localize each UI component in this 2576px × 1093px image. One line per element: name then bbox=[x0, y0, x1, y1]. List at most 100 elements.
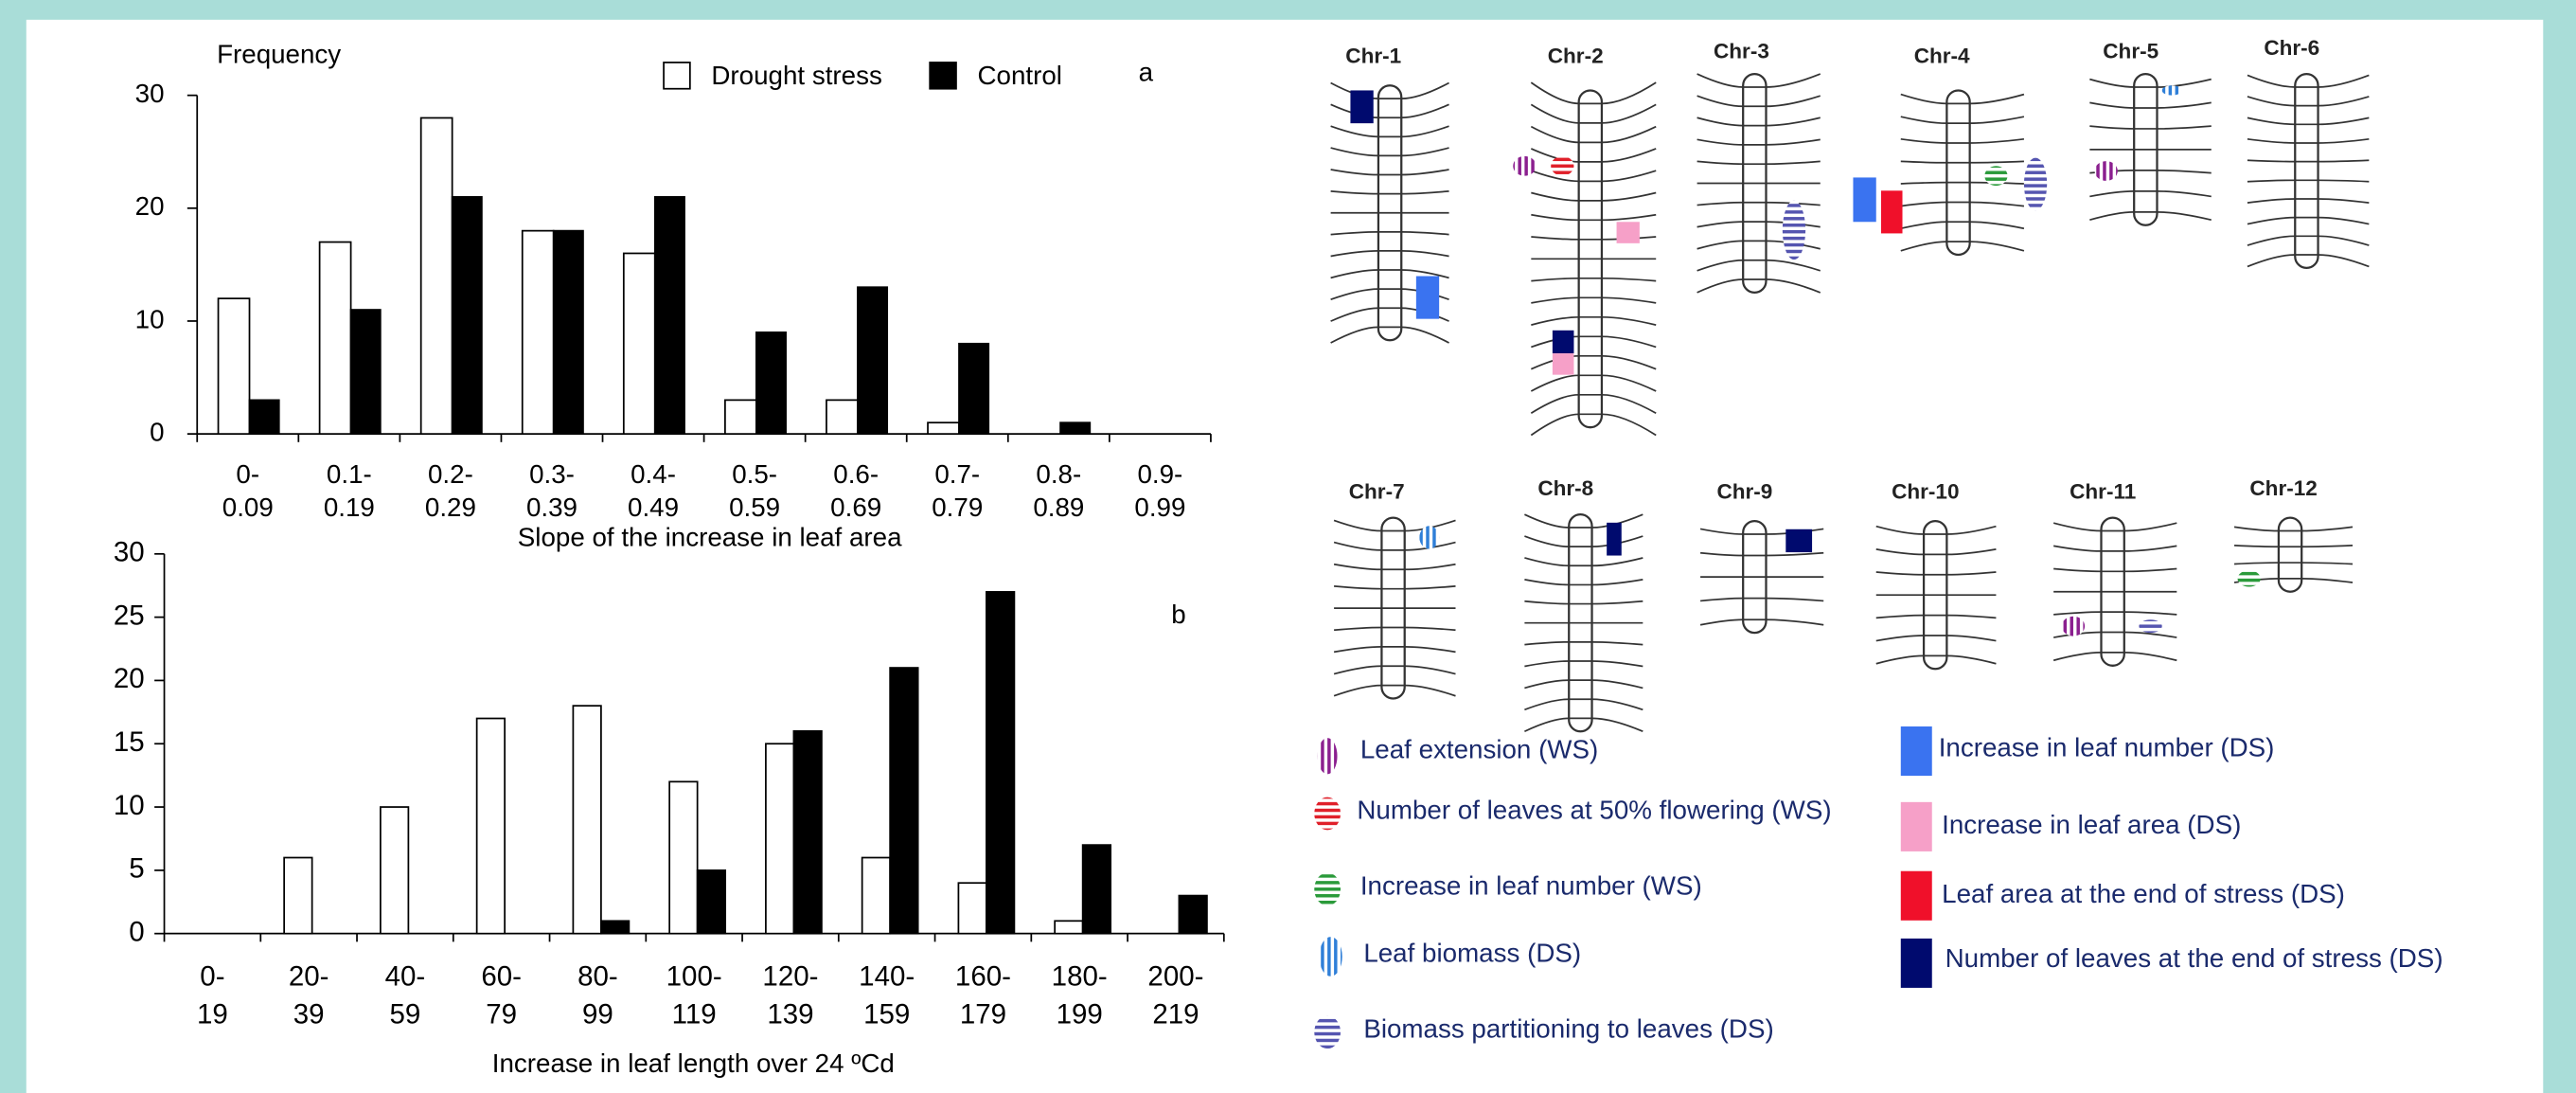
bar bbox=[217, 297, 251, 435]
chromosome-band bbox=[1524, 679, 1643, 690]
bar bbox=[248, 399, 280, 435]
chromosome bbox=[1577, 89, 1604, 429]
chromosome-band bbox=[1530, 393, 1657, 414]
chromosome-band bbox=[1900, 221, 2025, 230]
legend-label: Leaf extension (WS) bbox=[1360, 734, 1598, 763]
y-tick-label: 20 bbox=[114, 663, 145, 694]
bar bbox=[1054, 920, 1084, 935]
y-tick-label: 30 bbox=[114, 537, 145, 568]
legend-label: Drought stress bbox=[711, 61, 881, 90]
chromosome-band bbox=[1330, 125, 1449, 138]
bar bbox=[1059, 421, 1092, 435]
annotation: b bbox=[1171, 600, 1185, 629]
chromosome-band bbox=[1524, 600, 1643, 605]
chromosome-band bbox=[2247, 216, 2370, 225]
chromosome-band bbox=[2053, 567, 2177, 573]
bar bbox=[724, 399, 757, 435]
bar bbox=[318, 241, 352, 435]
legend-label: Increase in leaf number (DS) bbox=[1939, 733, 2275, 762]
qtl-marker bbox=[2237, 570, 2261, 587]
qtl-marker bbox=[1552, 353, 1574, 375]
x-tick-label: 160-179 bbox=[955, 960, 1011, 1030]
y-tick-label: 15 bbox=[114, 726, 145, 758]
qtl-marker bbox=[2061, 616, 2086, 636]
chromosome-band bbox=[1334, 626, 1456, 632]
chromosome-band bbox=[2247, 159, 2370, 163]
legend-label: Control bbox=[978, 61, 1062, 90]
legend-swatch bbox=[663, 62, 691, 90]
bar bbox=[861, 856, 892, 935]
bar bbox=[957, 882, 987, 935]
chromosome-label: Chr-6 bbox=[2264, 36, 2319, 60]
chromosome-band bbox=[2247, 137, 2370, 144]
qtl-marker bbox=[1900, 726, 1932, 777]
chromosome-label: Chr-9 bbox=[1716, 480, 1772, 504]
chromosome-band bbox=[1875, 571, 1997, 576]
chromosome-label: Chr-5 bbox=[2103, 39, 2159, 63]
chromosome-band bbox=[1699, 597, 1824, 602]
qtl-marker bbox=[1317, 738, 1338, 775]
chromosome bbox=[1922, 519, 1948, 671]
chromosome-label: Chr-4 bbox=[1914, 45, 1970, 68]
x-tick-label: 40-59 bbox=[385, 960, 426, 1030]
chromosome-band bbox=[2247, 235, 2370, 246]
chromosome-band bbox=[1697, 278, 1821, 294]
chromosome-band bbox=[1333, 519, 1456, 532]
bar bbox=[283, 856, 313, 935]
y-tick-label: 10 bbox=[114, 790, 145, 821]
legend-label: Number of leaves at 50% flowering (WS) bbox=[1357, 796, 1831, 825]
chromosome bbox=[2277, 516, 2303, 593]
chromosome bbox=[2133, 72, 2159, 226]
chromosome-band bbox=[2052, 522, 2177, 532]
chromosome-band bbox=[1330, 169, 1449, 176]
chromosome-band bbox=[1875, 547, 1997, 556]
chromosome-band bbox=[2247, 254, 2370, 268]
chromosome-band bbox=[2089, 101, 2212, 109]
x-axis-label: Increase in leaf length over 24 ºCd bbox=[492, 1048, 895, 1078]
x-tick-label: 0.5-0.59 bbox=[729, 460, 780, 523]
chromosome-band bbox=[1531, 213, 1657, 222]
chromosome-band bbox=[2247, 179, 2370, 183]
chromosome-band bbox=[2089, 190, 2212, 198]
chromosome-band bbox=[1333, 541, 1456, 551]
x-tick-label: 180-199 bbox=[1052, 960, 1108, 1030]
chromosome-band bbox=[2089, 78, 2212, 88]
x-tick-label: 100-119 bbox=[666, 960, 722, 1030]
chromosome-band bbox=[2247, 116, 2370, 126]
chromosome-band bbox=[2089, 210, 2212, 222]
bar bbox=[826, 399, 859, 435]
qtl-marker bbox=[1607, 522, 1622, 556]
chromosome-band bbox=[1900, 181, 2024, 185]
chromosome-diagram: Chr-1 Chr-2 Chr-3 Chr-4 Chr-5 Chr-6 Chr-7 Chr-8… bbox=[1314, 36, 2443, 1049]
chromosome-band bbox=[1330, 326, 1449, 344]
chromosome-band bbox=[1530, 81, 1657, 105]
qtl-marker bbox=[1782, 200, 1806, 260]
qtl-marker bbox=[1900, 870, 1932, 921]
bar bbox=[958, 342, 990, 435]
chromosome-band bbox=[2247, 96, 2370, 107]
x-tick-label: 0.4-0.49 bbox=[628, 460, 679, 523]
chromosome-band bbox=[1330, 81, 1449, 99]
x-tick-label: 0.6-0.69 bbox=[830, 460, 881, 523]
chromosome-band bbox=[1531, 191, 1657, 202]
qtl-marker bbox=[1853, 177, 1876, 223]
qtl-marker bbox=[1415, 276, 1440, 319]
chromosome-band bbox=[1697, 95, 1821, 108]
chromosome-band bbox=[1330, 103, 1449, 119]
chromosome-band bbox=[1334, 585, 1456, 590]
chromosome-band bbox=[1530, 374, 1657, 392]
legend-label: Leaf area at the end of stress (DS) bbox=[1942, 879, 2345, 908]
bar bbox=[765, 743, 795, 935]
chromosome-band bbox=[1900, 241, 2025, 252]
chromosome-band bbox=[1697, 73, 1821, 88]
chromosome bbox=[1377, 84, 1403, 342]
x-tick-label: 0.1-0.19 bbox=[324, 460, 375, 523]
x-tick-label: 0.7-0.79 bbox=[932, 460, 983, 523]
bar bbox=[668, 780, 699, 935]
chromosome-label: Chr-2 bbox=[1548, 45, 1604, 68]
x-tick-label: 0-19 bbox=[197, 960, 228, 1030]
chromosome-band bbox=[1530, 103, 1657, 124]
chromosome-band bbox=[1531, 315, 1657, 326]
qtl-marker bbox=[2161, 85, 2182, 96]
bar bbox=[380, 806, 410, 935]
